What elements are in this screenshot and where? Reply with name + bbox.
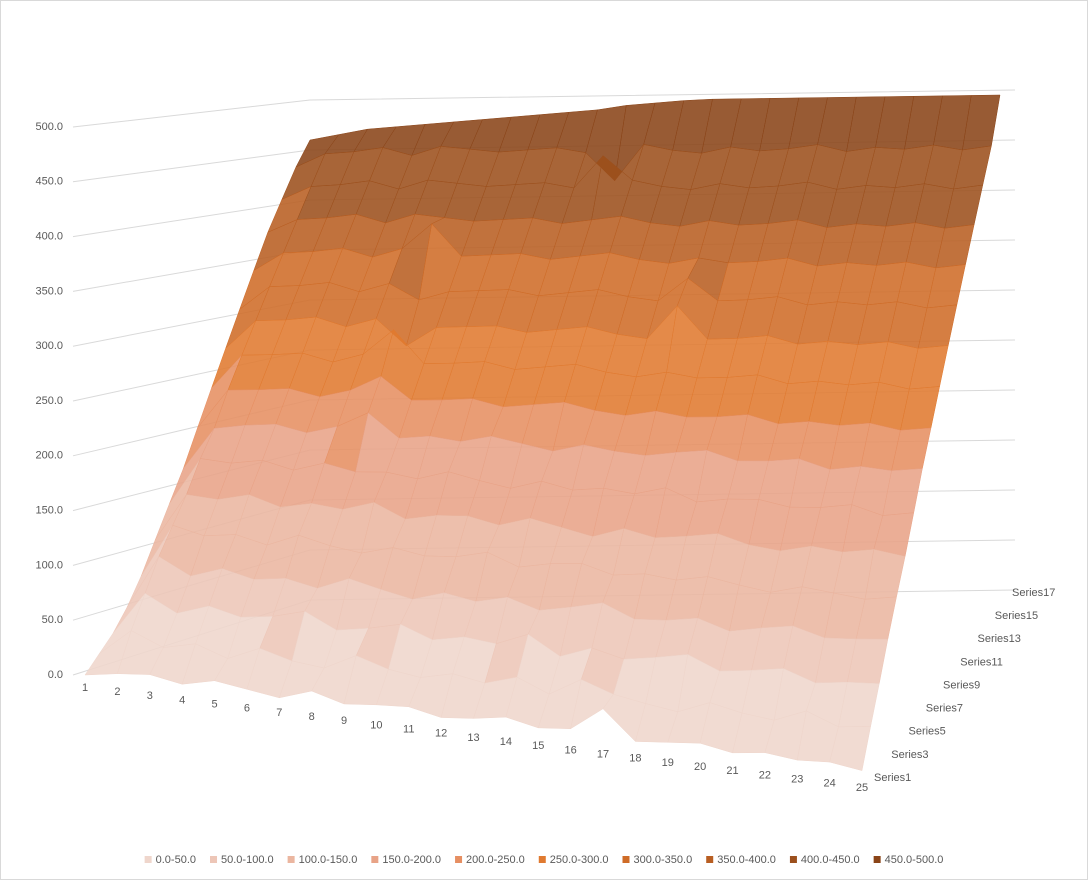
legend-swatch (144, 856, 152, 863)
series-label: Series11 (960, 656, 1003, 668)
grid-line (72, 89, 1016, 128)
x-tick-label: 18 (629, 753, 641, 765)
z-tick-label: 0.0 (48, 669, 63, 681)
x-tick-label: 14 (500, 736, 512, 748)
legend-label: 50.0-100.0 (221, 854, 274, 866)
surface-cell (829, 726, 871, 771)
z-tick-label: 150.0 (35, 505, 63, 517)
x-tick-label: 16 (565, 744, 577, 756)
legend-swatch (210, 856, 218, 863)
legend-label: 0.0-50.0 (156, 854, 196, 866)
legend-label: 100.0-150.0 (299, 854, 358, 866)
x-tick-label: 9 (341, 715, 347, 727)
legend-swatch (706, 856, 714, 863)
x-tick-label: 4 (179, 694, 185, 706)
x-tick-label: 8 (309, 711, 315, 723)
x-tick-label: 13 (467, 732, 479, 744)
series-label: Series13 (978, 633, 1021, 645)
z-tick-label: 100.0 (35, 559, 63, 571)
z-tick-label: 250.0 (35, 395, 63, 407)
x-tick-label: 22 (759, 769, 771, 781)
x-tick-label: 1 (82, 682, 88, 694)
x-tick-label: 7 (276, 707, 282, 719)
x-tick-label: 23 (791, 774, 803, 786)
legend: 0.0-50.0 50.0-100.0 100.0-150.0 150.0-200.0… (144, 854, 944, 866)
legend-swatch (873, 856, 881, 863)
legend-swatch (789, 856, 797, 863)
legend-swatch (455, 856, 463, 863)
x-tick-label: 25 (856, 782, 868, 794)
x-tick-label: 3 (147, 690, 153, 702)
legend-label: 350.0-400.0 (717, 854, 776, 866)
x-tick-label: 2 (114, 686, 120, 698)
legend-swatch (622, 856, 630, 863)
legend-swatch (538, 856, 546, 863)
legend-label: 200.0-250.0 (466, 854, 525, 866)
legend-label: 300.0-350.0 (633, 854, 692, 866)
legend-label: 150.0-200.0 (382, 854, 441, 866)
legend-swatch (287, 856, 295, 863)
legend-label: 400.0-450.0 (801, 854, 860, 866)
x-tick-label: 20 (694, 761, 706, 773)
x-tick-label: 15 (532, 740, 544, 752)
series-label: Series17 (1012, 587, 1055, 599)
x-tick-label: 19 (662, 757, 674, 769)
x-tick-label: 11 (403, 724, 414, 736)
legend-swatch (371, 856, 379, 863)
x-tick-label: 6 (244, 703, 250, 715)
x-tick-label: 10 (370, 719, 382, 731)
z-tick-label: 350.0 (35, 285, 63, 297)
x-tick-label: 24 (824, 778, 836, 790)
series-label: Series1 (874, 772, 911, 784)
surface (84, 94, 1001, 771)
z-tick-label: 500.0 (35, 121, 63, 133)
z-tick-label: 200.0 (35, 450, 63, 462)
x-tick-label: 21 (726, 765, 738, 777)
series-label: Series9 (943, 679, 980, 691)
series-label: Series3 (891, 749, 928, 761)
legend-label: 250.0-300.0 (550, 854, 609, 866)
z-tick-label: 450.0 (35, 176, 63, 188)
z-tick-label: 50.0 (42, 614, 63, 626)
x-tick-label: 5 (211, 699, 217, 711)
z-tick-label: 400.0 (35, 231, 63, 243)
legend-label: 450.0-500.0 (885, 854, 944, 866)
z-tick-label: 300.0 (35, 340, 63, 352)
series-label: Series5 (909, 726, 946, 738)
series-label: Series15 (995, 610, 1038, 622)
series-label: Series7 (926, 703, 963, 715)
x-tick-label: 12 (435, 728, 447, 740)
x-tick-label: 17 (597, 749, 609, 761)
